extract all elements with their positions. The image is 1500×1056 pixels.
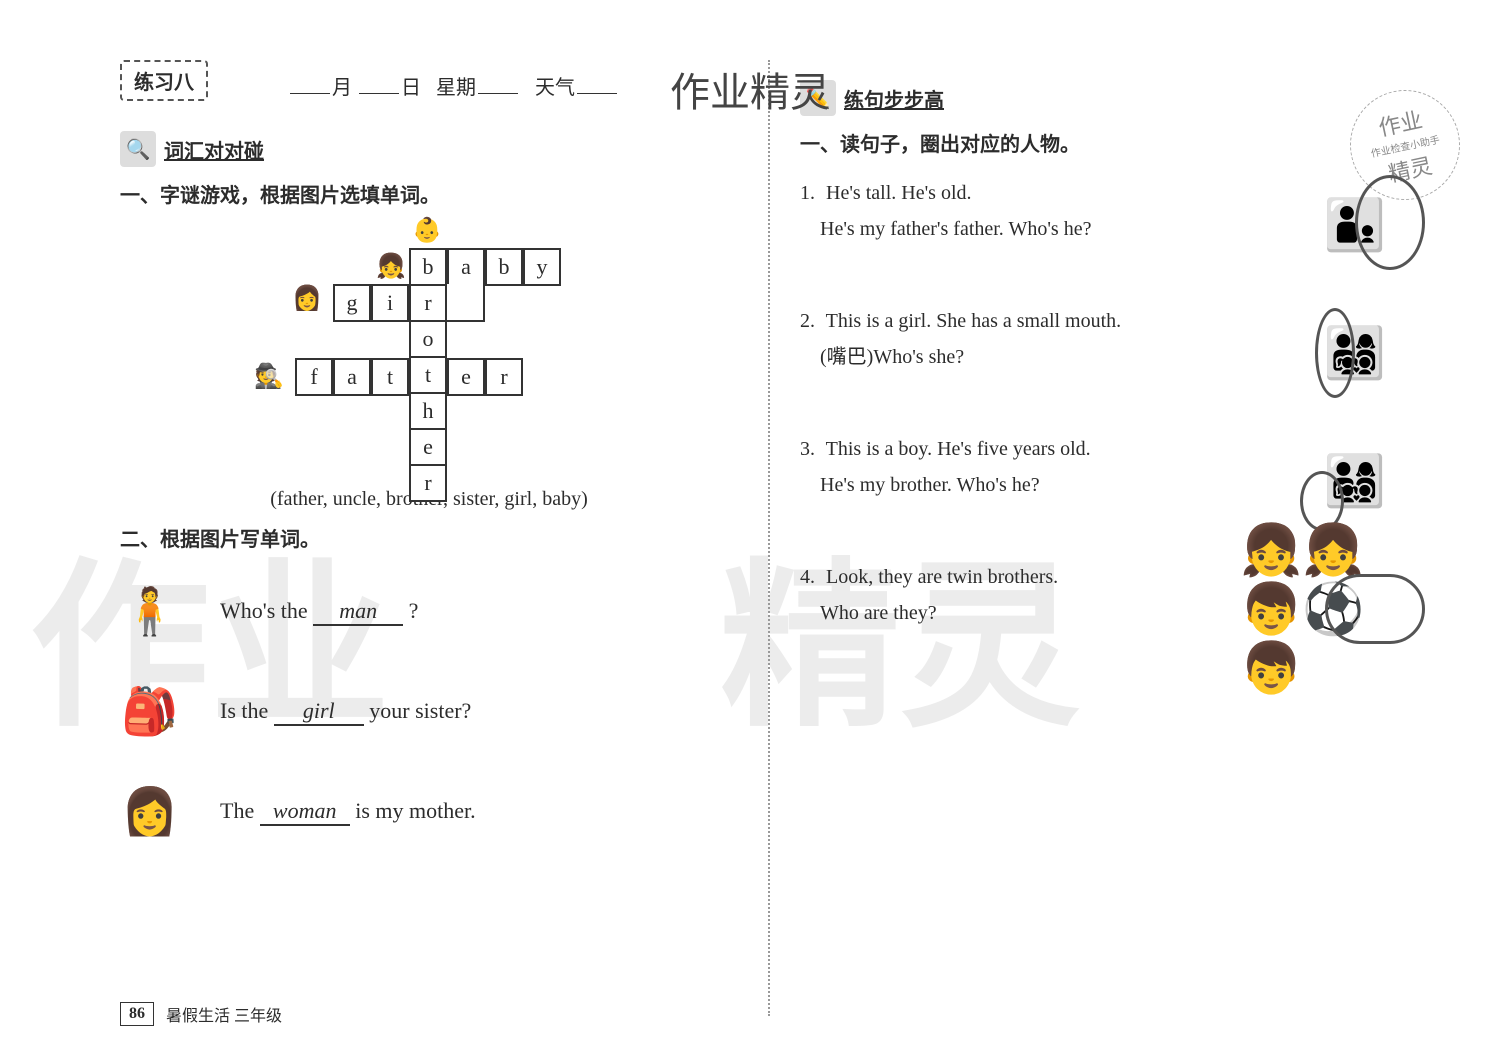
question-3: 3. This is a boy. He's five years old. H… [800, 431, 1420, 531]
woman-icon: 👩 [289, 280, 325, 316]
q3-prefix: The [220, 798, 254, 823]
day-label: 日 [401, 77, 421, 99]
exercise-1: 🧍 Who's the man ? [120, 572, 738, 652]
q1-suffix: ? [409, 598, 419, 623]
crossword-grid: 👶 b a b y 👧 👩 g i r o t 🕵️ f a t h e r [259, 218, 599, 478]
q4-num: 4. [800, 566, 815, 588]
question-4: 4. Look, they are twin brothers. Who are… [800, 559, 1420, 659]
page-number: 86 [120, 1002, 154, 1026]
cw-cell: a [333, 358, 371, 396]
left-column: 练习八 月 日 星期 天气 🔍 词汇对对碰 一、字谜游戏，根据图片选填单词。 👶… [120, 60, 770, 1016]
cw-cell: r [485, 358, 523, 396]
q2-line2: (嘴巴)Who's she? [820, 346, 964, 368]
cw-cell [447, 284, 485, 322]
weather-label: 天气 [535, 77, 575, 99]
q1-line1: He's tall. He's old. [826, 182, 972, 204]
q2-circle [1315, 308, 1355, 398]
q4-line2: Who are they? [820, 602, 937, 624]
q2-prefix: Is the [220, 698, 268, 723]
q2-text: 2. This is a girl. She has a small mouth… [800, 303, 1270, 403]
q2-answer: girl [274, 698, 364, 726]
crossword-heading: 一、字谜游戏，根据图片选填单词。 [120, 179, 738, 208]
q3-text: 3. This is a boy. He's five years old. H… [800, 431, 1270, 531]
cw-cell: h [409, 392, 447, 430]
woman-face-icon: 👩 [120, 772, 180, 852]
q3-image: 👨‍👩‍👧‍👦 [1290, 431, 1420, 531]
q3-line2: He's my brother. Who's he? [820, 474, 1040, 496]
q1-circle [1355, 175, 1425, 270]
q3-line1: This is a boy. He's five years old. [826, 438, 1091, 460]
sentence-section-title: ✏️ 练句步步高 [800, 80, 1420, 116]
vocab-section-title: 🔍 词汇对对碰 [120, 131, 738, 167]
cw-cell: i [371, 284, 409, 322]
cw-cell: a [447, 248, 485, 286]
cw-cell: f [295, 358, 333, 396]
exercise-3: 👩 The woman is my mother. [120, 772, 738, 852]
q3-answer: woman [260, 798, 350, 826]
q1-answer: man [313, 598, 403, 626]
write-words-heading: 二、根据图片写单词。 [120, 523, 738, 552]
q3-num: 3. [800, 438, 815, 460]
cw-cell: b [409, 248, 447, 286]
cw-cell: g [333, 284, 371, 322]
circle-heading: 一、读句子，圈出对应的人物。 [800, 128, 1420, 157]
vocab-title-text: 词汇对对碰 [164, 135, 264, 164]
q4-text: 4. Look, they are twin brothers. Who are… [800, 559, 1220, 659]
cw-cell: r [409, 464, 447, 502]
page-container: 作业精灵 作业 作业检查小助手 精灵 练习八 月 日 星期 天气 🔍 词汇对对碰… [0, 0, 1500, 1056]
cw-cell: t [371, 358, 409, 396]
cw-cell: t [409, 356, 447, 394]
exercise-2: 🎒 Is the girl your sister? [120, 672, 738, 752]
girl-row-icon: 👧 [373, 248, 409, 284]
magnifier-icon: 🔍 [120, 131, 156, 167]
q2-line1: This is a girl. She has a small mouth. [826, 310, 1122, 332]
q1-line2: He's my father's father. Who's he? [820, 218, 1091, 240]
sentence-title-text: 练句步步高 [844, 84, 944, 113]
q2-suffix: your sister? [369, 698, 471, 723]
right-column: ✏️ 练句步步高 一、读句子，圈出对应的人物。 1. He's tall. He… [770, 60, 1420, 1016]
q2-image: 👨‍👩‍👧‍👦 [1290, 303, 1420, 403]
date-line: 月 日 星期 天气 [288, 71, 619, 100]
month-label: 月 [332, 77, 352, 99]
q4-circle [1325, 574, 1425, 644]
exercise-2-text: Is the girl your sister? [220, 698, 738, 726]
practice-label-box: 练习八 [120, 60, 208, 101]
cw-cell: o [409, 320, 447, 358]
father-icon: 🕵️ [251, 358, 287, 394]
q1-num: 1. [800, 182, 815, 204]
cw-cell: e [447, 358, 485, 396]
q4-image: 👧👧 👦⚽👦 [1240, 559, 1420, 659]
question-1: 1. He's tall. He's old. He's my father's… [800, 175, 1420, 275]
weekday-label: 星期 [436, 77, 476, 99]
cw-cell: b [485, 248, 523, 286]
schoolgirl-icon: 🎒 [120, 672, 180, 752]
question-2: 2. This is a girl. She has a small mouth… [800, 303, 1420, 403]
q2-num: 2. [800, 310, 815, 332]
q1-prefix: Who's the [220, 598, 308, 623]
baby-top-icon: 👶 [409, 212, 445, 248]
exercise-1-text: Who's the man ? [220, 598, 738, 626]
footer-title: 暑假生活 三年级 [166, 1002, 282, 1026]
q1-text: 1. He's tall. He's old. He's my father's… [800, 175, 1270, 275]
cw-cell: y [523, 248, 561, 286]
page-footer: 86 暑假生活 三年级 [120, 1002, 282, 1026]
man-icon: 🧍 [120, 572, 180, 652]
cw-cell: e [409, 428, 447, 466]
cw-cell: r [409, 284, 447, 322]
q1-image: 👨‍👦 [1290, 175, 1420, 275]
q3-suffix: is my mother. [355, 798, 475, 823]
exercise-3-text: The woman is my mother. [220, 798, 738, 826]
watermark-title: 作业精灵 [670, 60, 830, 118]
q4-line1: Look, they are twin brothers. [826, 566, 1058, 588]
